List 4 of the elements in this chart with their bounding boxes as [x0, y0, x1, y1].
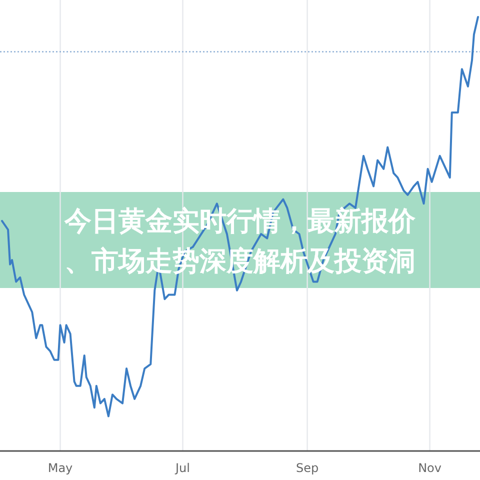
x-tick-label: May	[48, 461, 73, 475]
x-tick-label: Sep	[296, 461, 319, 475]
x-tick-label: Jul	[174, 461, 190, 475]
x-tick-label: Nov	[418, 461, 442, 475]
